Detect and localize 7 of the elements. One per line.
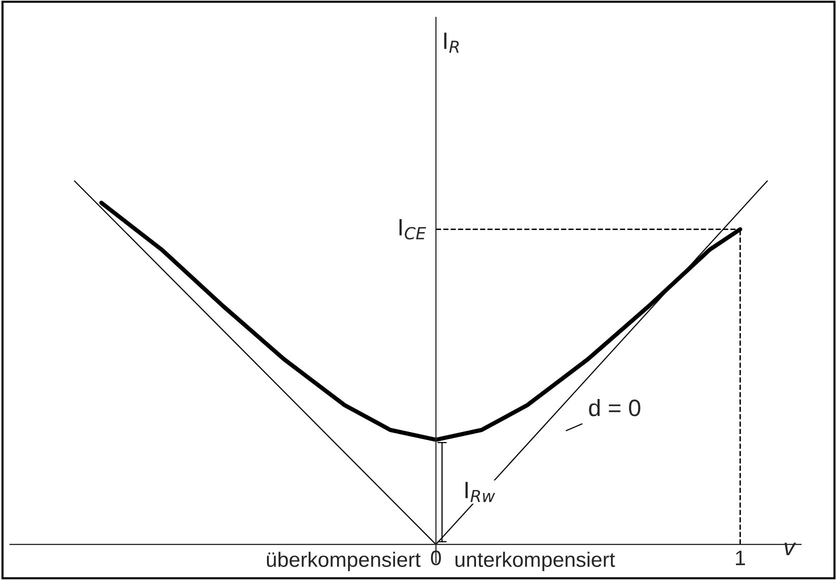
ref-line-label: I$_{CE}$ [399,219,426,240]
text: I$_{R}$ [444,32,459,53]
annotation: I$_{Rw}$ [466,482,496,502]
text: unterkompensiert [456,552,616,572]
x-tick-label: 1 [736,550,745,566]
annotation: d = 0 [589,398,640,416]
text: überkompensiert [266,552,421,572]
